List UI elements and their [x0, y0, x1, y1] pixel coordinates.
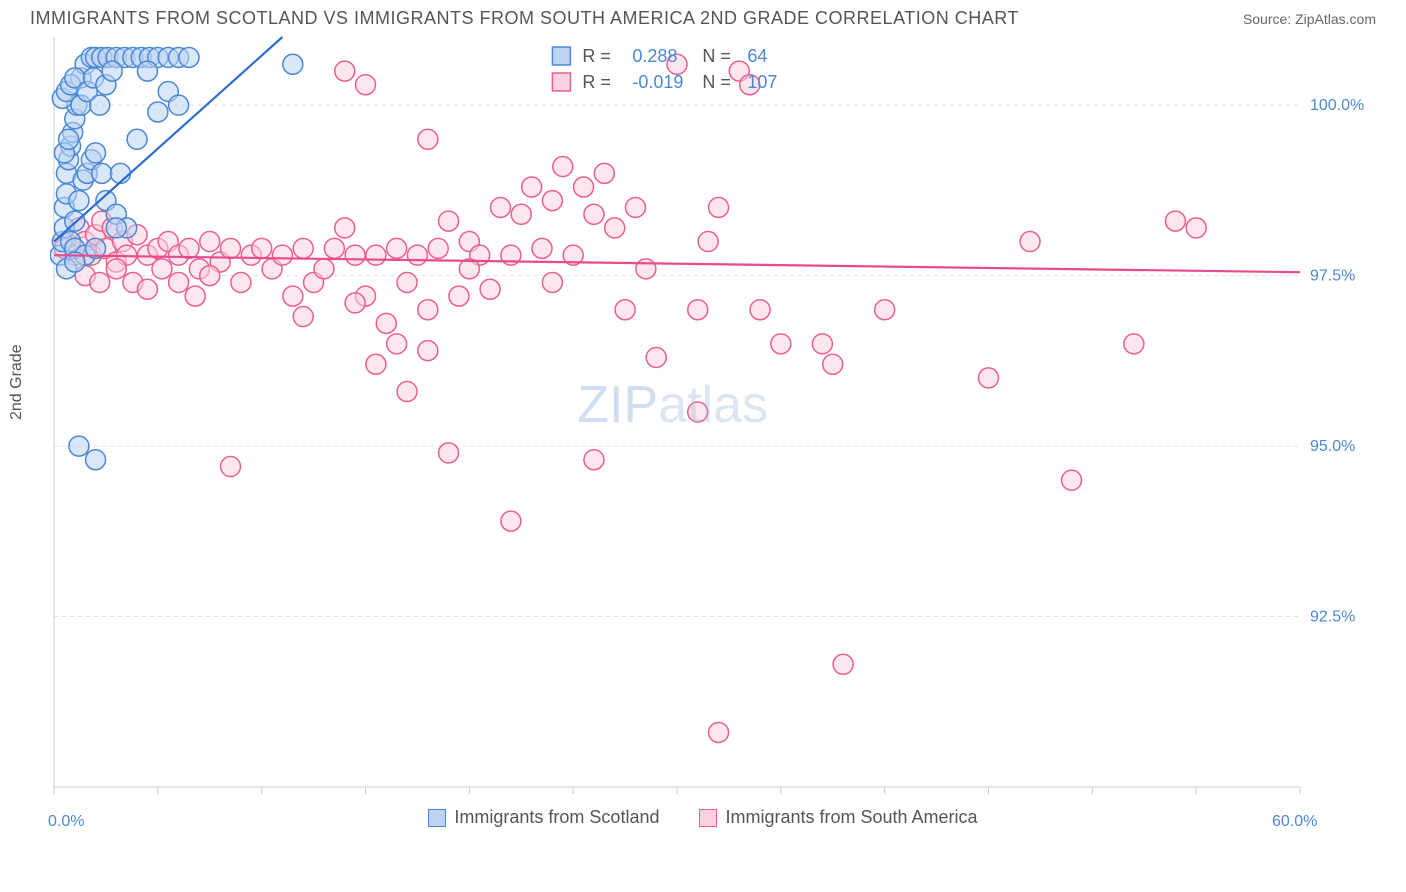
chart-container: 92.5% 95.0% 97.5% 100.0% R = 0.288 N = 64 R = -0.…	[50, 33, 1376, 803]
source-label: Source: ZipAtlas.com	[1243, 11, 1376, 27]
svg-text:R =: R =	[582, 72, 611, 92]
svg-text:-0.019: -0.019	[632, 72, 683, 92]
svg-text:0.288: 0.288	[632, 46, 677, 66]
legend-swatch-icon	[699, 809, 717, 827]
legend-label: Immigrants from South America	[725, 807, 977, 828]
legend-item-southamerica: Immigrants from South America	[699, 807, 977, 828]
svg-text:95.0%: 95.0%	[1310, 438, 1355, 455]
chart-title: IMMIGRANTS FROM SCOTLAND VS IMMIGRANTS F…	[30, 8, 1019, 29]
svg-text:100.0%: 100.0%	[1310, 97, 1364, 114]
x-axis-min-label: 0.0%	[48, 813, 84, 831]
legend-label: Immigrants from Scotland	[454, 807, 659, 828]
svg-text:R =: R =	[582, 46, 611, 66]
title-bar: IMMIGRANTS FROM SCOTLAND VS IMMIGRANTS F…	[0, 0, 1406, 33]
legend-swatch-icon	[428, 809, 446, 827]
bottom-legend: Immigrants from Scotland Immigrants from…	[0, 807, 1406, 828]
svg-text:97.5%: 97.5%	[1310, 268, 1355, 285]
x-axis-max-label: 60.0%	[1272, 813, 1317, 831]
y-axis-label: 2nd Grade	[8, 344, 26, 420]
svg-text:N =: N =	[702, 72, 731, 92]
svg-text:107: 107	[747, 72, 777, 92]
svg-text:N =: N =	[702, 46, 731, 66]
legend-item-scotland: Immigrants from Scotland	[428, 807, 659, 828]
svg-text:64: 64	[747, 46, 767, 66]
scatter-chart: 92.5% 95.0% 97.5% 100.0% R = 0.288 N = 64 R = -0.…	[50, 33, 1370, 803]
svg-text:92.5%: 92.5%	[1310, 609, 1355, 626]
